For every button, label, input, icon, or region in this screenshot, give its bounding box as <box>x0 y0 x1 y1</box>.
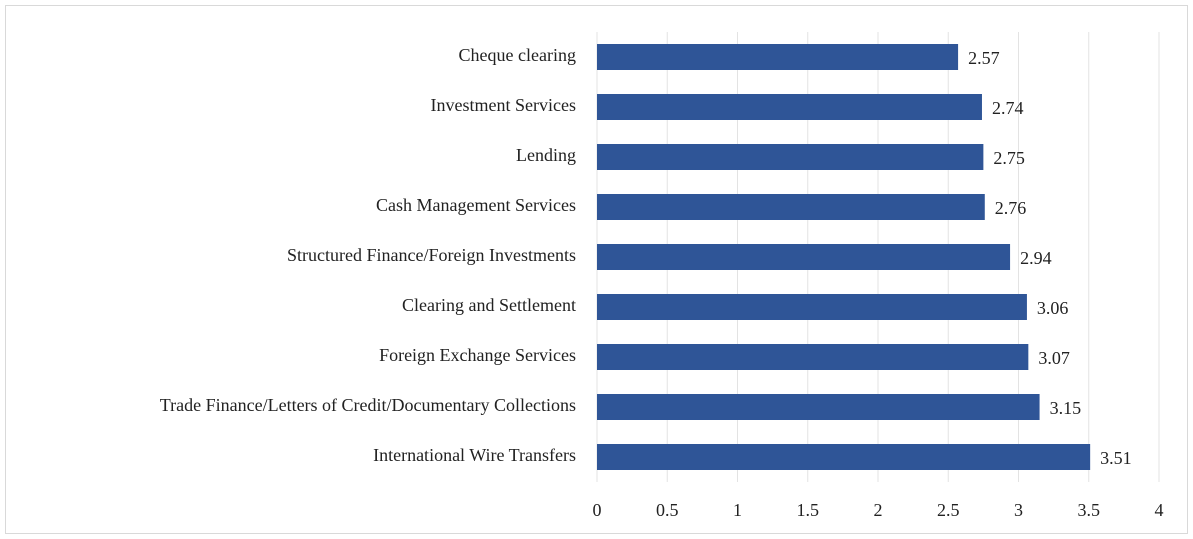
bar <box>597 244 1011 270</box>
y-tick-label: Cheque clearing <box>459 45 576 65</box>
y-tick-label: Trade Finance/Letters of Credit/Document… <box>160 395 576 415</box>
value-label: 2.57 <box>968 48 1000 68</box>
value-label: 2.74 <box>992 98 1024 118</box>
bar <box>597 44 959 70</box>
value-label: 3.06 <box>1037 298 1069 318</box>
y-tick-label: Structured Finance/Foreign Investments <box>287 245 576 265</box>
value-label: 2.75 <box>993 148 1025 168</box>
bar <box>597 194 985 220</box>
value-label: 3.51 <box>1100 448 1132 468</box>
x-tick-label: 1 <box>733 500 742 520</box>
x-tick-label: 4 <box>1155 500 1164 520</box>
y-tick-label: Lending <box>516 145 576 165</box>
x-tick-label: 2.5 <box>937 500 960 520</box>
y-tick-label: Cash Management Services <box>376 195 576 215</box>
bar <box>597 294 1027 320</box>
bar <box>597 444 1091 470</box>
bar <box>597 144 984 170</box>
bar <box>597 344 1029 370</box>
y-tick-label: Clearing and Settlement <box>402 295 576 315</box>
x-tick-label: 3.5 <box>1078 500 1101 520</box>
x-tick-label: 0 <box>593 500 602 520</box>
value-label: 3.07 <box>1038 348 1070 368</box>
value-label: 2.76 <box>995 198 1027 218</box>
bar <box>597 94 982 120</box>
y-tick-label: Foreign Exchange Services <box>379 345 576 365</box>
x-tick-label: 1.5 <box>797 500 820 520</box>
x-tick-label: 3 <box>1014 500 1023 520</box>
value-label: 3.15 <box>1050 398 1082 418</box>
x-tick-label: 2 <box>874 500 883 520</box>
x-tick-label: 0.5 <box>656 500 679 520</box>
y-tick-label: International Wire Transfers <box>373 445 576 465</box>
y-tick-label: Investment Services <box>431 95 576 115</box>
value-label: 2.94 <box>1020 248 1052 268</box>
bar <box>597 394 1040 420</box>
